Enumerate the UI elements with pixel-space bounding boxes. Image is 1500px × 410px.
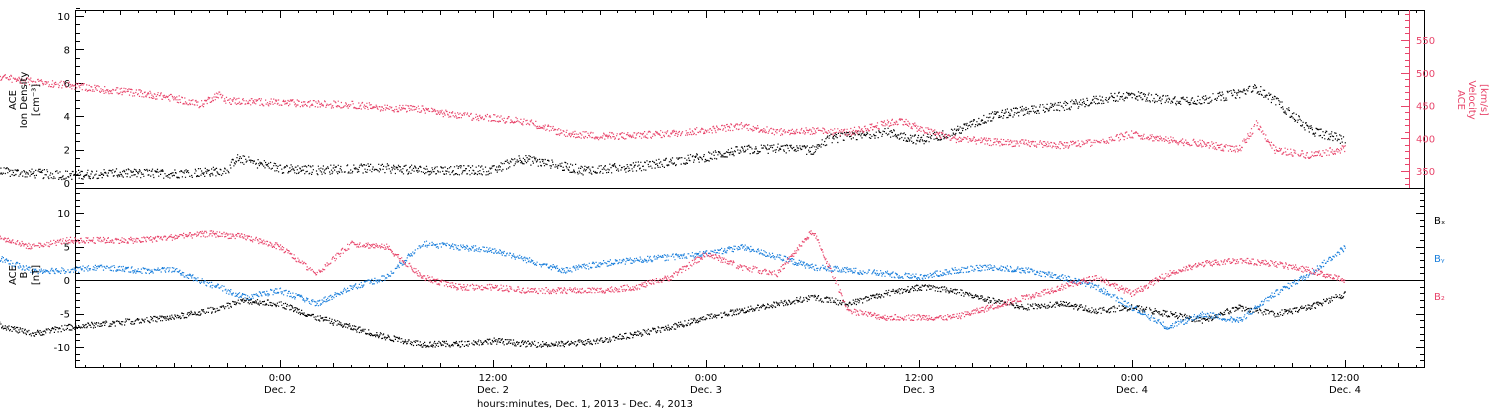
b-ylabel-line1: ACE [8,265,19,285]
x-tick-label-time: 0:00 [1121,373,1143,384]
velocity-tick-label: 450 [1416,102,1435,113]
x-tick-label-day: Dec. 3 [903,385,935,396]
bz-series [0,230,1346,321]
x-axis-title: hours:minutes, Dec. 1, 2013 - Dec. 4, 20… [477,399,693,410]
x-tick-label-day: Dec. 3 [690,385,722,396]
b-ylabel-line3: [nT] [31,265,42,285]
b-tick-label: 5 [64,243,70,254]
legend-bz: B₂ [1434,292,1445,303]
density-tick-label: 2 [64,146,70,157]
x-tick-label-day: Dec. 4 [1329,385,1361,396]
density-tick-label: 10 [57,12,70,23]
velocity-series [0,74,1346,159]
b-tick-label: 10 [57,209,70,220]
velocity-ylabel-line2: Velocity [1466,80,1477,119]
x-tick-label-time: 12:00 [479,373,508,384]
by-series [0,240,1346,330]
density-tick-label: 4 [64,112,70,123]
legend-by: Bᵧ [1434,254,1445,265]
x-tick-label-day: Dec. 4 [1116,385,1148,396]
x-tick-label-time: 0:00 [695,373,717,384]
velocity-ylabel-line3: [km/s] [1478,84,1489,116]
density-ylabel-line3: [cm⁻³] [31,84,42,116]
by-series-points [0,240,1346,330]
x-tick-label-time: 12:00 [905,373,934,384]
b-ylabel-line2: B [19,271,30,278]
bz-series-points [0,230,1346,321]
x-tick-label-time: 0:00 [269,373,291,384]
density-tick-label: 6 [64,79,70,90]
density-panel-frame [75,10,1425,189]
b-tick-label: -5 [60,310,70,321]
x-tick-label-day: Dec. 2 [477,385,509,396]
velocity-series-points [0,74,1346,159]
magnetic-panel-frame [75,188,1425,368]
x-tick-label-day: Dec. 2 [264,385,296,396]
x-tick-label-time: 12:00 [1331,373,1360,384]
velocity-tick-label: 400 [1416,134,1435,145]
density-ylabel-line2: Ion Density [19,72,30,129]
density-tick-label: 0 [64,179,70,190]
velocity-ylabel-line1: ACE [1455,90,1466,110]
legend-bx: Bₓ [1434,216,1445,227]
velocity-tick-label: 350 [1416,167,1435,178]
density-ylabel-line1: ACE [8,90,19,110]
velocity-tick-label: 500 [1416,69,1435,80]
data-series [0,74,1346,348]
b-tick-label: 0 [64,276,70,287]
density-tick-label: 8 [64,45,70,56]
b-tick-label: -10 [54,343,70,354]
bx-series [0,284,1346,348]
velocity-tick-label: 550 [1416,36,1435,47]
bx-series-points [0,284,1346,348]
